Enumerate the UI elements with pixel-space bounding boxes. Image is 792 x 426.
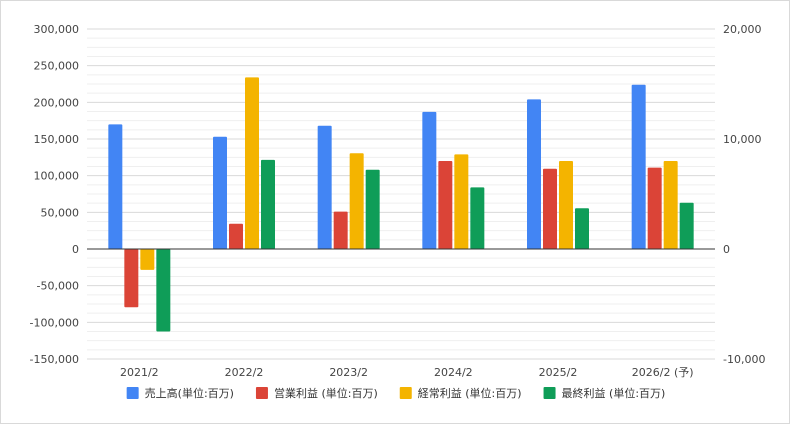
bar-3-5 bbox=[559, 161, 573, 249]
bar-3-4 bbox=[454, 154, 469, 249]
left-tick-label: 300,000 bbox=[34, 23, 80, 36]
left-tick-label: 250,000 bbox=[34, 60, 80, 73]
legend-swatch-2 bbox=[255, 387, 268, 399]
x-tick-label: 2024/2 bbox=[434, 366, 473, 379]
bar-4-1 bbox=[156, 249, 171, 332]
legend-label-2: 営業利益 (単位:百万) bbox=[274, 386, 378, 400]
x-tick-label: 2022/2 bbox=[225, 366, 264, 379]
bar-2-5 bbox=[543, 168, 557, 249]
x-tick-label: 2023/2 bbox=[329, 366, 368, 379]
left-tick-label: -150,000 bbox=[30, 353, 79, 366]
legend-label-4: 最終利益 (単位:百万) bbox=[562, 386, 666, 400]
bar-4-3 bbox=[365, 169, 380, 249]
bar-4-5 bbox=[575, 208, 589, 249]
x-tick-label: 2026/2 (予) bbox=[632, 366, 694, 379]
right-tick-label: -10,000 bbox=[723, 353, 765, 366]
bar-1-4 bbox=[422, 111, 437, 249]
right-tick-label: 20,000 bbox=[723, 23, 762, 36]
bar-3-6 bbox=[663, 161, 678, 249]
bar-1-6 bbox=[631, 84, 646, 249]
legend: 売上高(単位:百万) 営業利益 (単位:百万) 経常利益 (単位:百万) 最終利益 (… bbox=[126, 386, 666, 400]
left-tick-label: 200,000 bbox=[34, 96, 80, 109]
legend-swatch-3 bbox=[399, 387, 412, 399]
gridlines bbox=[87, 28, 715, 360]
bar-1-2 bbox=[213, 136, 227, 249]
left-axis-tick-labels: 300,000 250,000 200,000 150,000 100,000 50,00… bbox=[30, 23, 79, 366]
legend-swatch-1 bbox=[126, 387, 139, 399]
legend-label-1: 売上高(単位:百万) bbox=[145, 386, 234, 400]
left-tick-label: 100,000 bbox=[34, 170, 80, 183]
legend-swatch-4 bbox=[543, 387, 556, 399]
left-tick-label: -50,000 bbox=[37, 280, 79, 293]
right-tick-label: 10,000 bbox=[723, 133, 762, 146]
bar-3-1 bbox=[140, 249, 155, 270]
bar-4-4 bbox=[470, 187, 485, 249]
bar-2-2 bbox=[229, 223, 243, 249]
bar-2-6 bbox=[647, 167, 662, 249]
bar-2-1 bbox=[124, 249, 139, 308]
bar-4-6 bbox=[679, 202, 694, 249]
legend-label-3: 経常利益 (単位:百万) bbox=[418, 386, 522, 400]
left-tick-label: -100,000 bbox=[30, 316, 79, 329]
x-tick-label: 2021/2 bbox=[120, 366, 159, 379]
bar-4-2 bbox=[261, 159, 275, 249]
bar-1-3 bbox=[317, 125, 332, 249]
right-tick-label: 0 bbox=[723, 243, 730, 256]
bar-1-1 bbox=[108, 124, 123, 249]
bar-3-3 bbox=[349, 153, 364, 249]
x-axis-tick-labels: 2021/2 2022/2 2023/2 2024/2 2025/2 2026/2 (予) bbox=[120, 366, 694, 379]
bar-2-3 bbox=[333, 211, 348, 249]
left-tick-label: 0 bbox=[72, 243, 79, 256]
left-tick-label: 150,000 bbox=[34, 133, 80, 146]
bar-3-2 bbox=[245, 77, 259, 250]
bar-1-5 bbox=[527, 99, 541, 250]
bars bbox=[108, 77, 694, 332]
right-axis-tick-labels: 20,000 10,000 0 -10,000 bbox=[723, 23, 765, 366]
x-tick-label: 2025/2 bbox=[539, 366, 578, 379]
bar-2-4 bbox=[438, 161, 453, 249]
left-tick-label: 50,000 bbox=[41, 206, 80, 219]
